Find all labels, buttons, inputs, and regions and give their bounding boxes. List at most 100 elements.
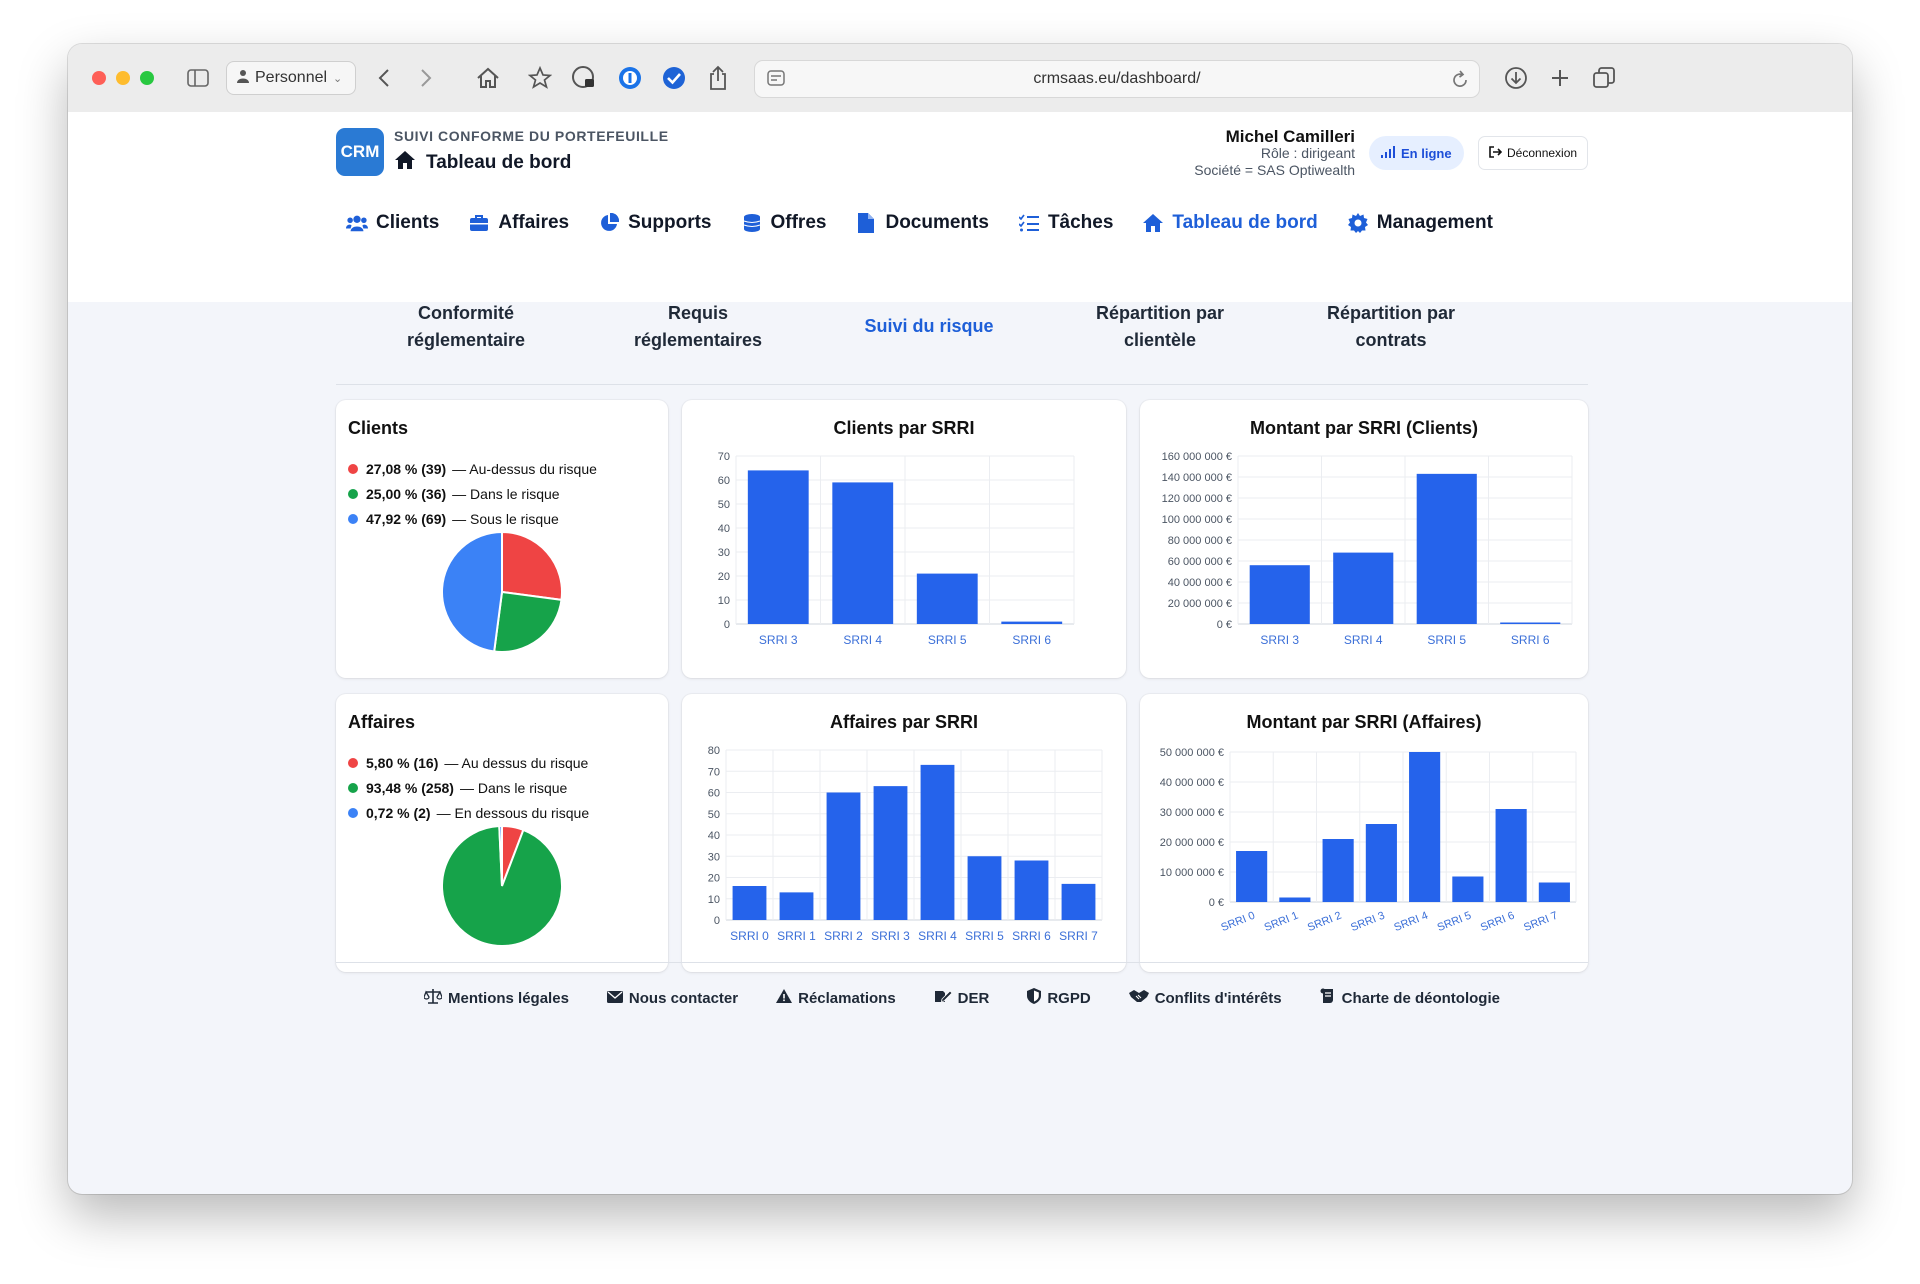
bar[interactable] xyxy=(916,573,978,624)
footer-link-charte-deontologie[interactable]: Charte de déontologie xyxy=(1320,988,1500,1008)
y-tick-label: 80 xyxy=(708,745,720,757)
x-tick-label: SRRI 0 xyxy=(1219,910,1256,934)
tab-repartition-clientele[interactable]: Répartition par clientèle xyxy=(1060,300,1260,354)
bar[interactable] xyxy=(826,792,861,921)
bar[interactable] xyxy=(1365,824,1397,902)
bookmark-star-icon[interactable] xyxy=(526,64,554,92)
legend-label: — Dans le risque xyxy=(452,485,560,502)
tab-overview-icon[interactable] xyxy=(1590,64,1618,92)
bar[interactable] xyxy=(1279,897,1311,903)
logout-button[interactable]: Déconnexion xyxy=(1478,136,1589,170)
profile-label: Personnel xyxy=(255,69,328,86)
footer-link-der[interactable]: DER xyxy=(934,988,989,1008)
list-check-icon xyxy=(1018,212,1040,234)
y-tick-label: 140 000 000 € xyxy=(1162,472,1232,484)
legend-percent: 25,00 % (36) xyxy=(366,485,447,502)
bar[interactable] xyxy=(779,892,814,920)
y-tick-label: 50 xyxy=(708,809,720,821)
nav-item-management[interactable]: Management xyxy=(1347,212,1493,234)
share-icon[interactable] xyxy=(704,64,732,92)
tab-requis-reglementaires[interactable]: Requis réglementaires xyxy=(598,300,798,354)
crm-logo[interactable]: CRM xyxy=(336,128,384,176)
footer-link-conflits-interets[interactable]: Conflits d'intérêts xyxy=(1128,988,1282,1008)
bar[interactable] xyxy=(1001,621,1063,624)
pie-slice[interactable] xyxy=(493,590,563,653)
bar[interactable] xyxy=(1249,565,1310,624)
onepassword-icon[interactable] xyxy=(616,64,644,92)
bar[interactable] xyxy=(1500,622,1561,625)
x-tick-label: SRRI 5 xyxy=(928,633,967,647)
footer-link-nous-contacter[interactable]: Nous contacter xyxy=(606,988,738,1008)
y-tick-label: 10 xyxy=(708,894,720,906)
checkmark-extension-icon[interactable] xyxy=(660,64,688,92)
pie-slice[interactable] xyxy=(501,530,563,601)
bar[interactable] xyxy=(1014,860,1049,921)
bar[interactable] xyxy=(1538,882,1570,903)
x-tick-label: SRRI 0 xyxy=(730,929,769,943)
downloads-icon[interactable] xyxy=(1502,64,1530,92)
page-settings-icon[interactable] xyxy=(767,70,785,91)
footer-link-label: Charte de déontologie xyxy=(1341,989,1500,1007)
bar[interactable] xyxy=(1452,876,1484,903)
tab-suivi-du-risque[interactable]: Suivi du risque xyxy=(829,313,1029,340)
footer-link-rgpd[interactable]: RGPD xyxy=(1027,988,1091,1008)
pie-slice[interactable] xyxy=(498,824,503,887)
bar[interactable] xyxy=(732,886,767,920)
pie-slice[interactable] xyxy=(441,530,503,653)
bar[interactable] xyxy=(873,786,908,920)
person-icon xyxy=(237,69,249,88)
bar[interactable] xyxy=(832,482,894,624)
footer-link-mentions-legales[interactable]: Mentions légales xyxy=(423,988,569,1008)
nav-item-taches[interactable]: Tâches xyxy=(1018,212,1113,234)
tab-label-line2: réglementaire xyxy=(406,330,526,350)
bar[interactable] xyxy=(1061,883,1096,920)
bar[interactable] xyxy=(1416,473,1477,624)
users-icon xyxy=(346,212,368,234)
y-tick-label: 100 000 000 € xyxy=(1162,514,1232,526)
clients-par-srri-card: Clients par SRRI 0 10 20 30 40 50 60 70 SRRI 3 SR… xyxy=(682,400,1126,678)
pie-chart-icon xyxy=(598,212,620,234)
bar[interactable] xyxy=(967,856,1002,920)
y-tick-label: 20 xyxy=(718,571,730,583)
bar[interactable] xyxy=(1236,851,1268,902)
reload-icon[interactable] xyxy=(1451,69,1469,94)
back-arrow-icon[interactable] xyxy=(370,64,398,92)
nav-item-supports[interactable]: Supports xyxy=(598,212,712,234)
legend-label: — Dans le risque xyxy=(459,779,568,796)
pie-slice[interactable] xyxy=(441,825,563,947)
footer-link-reclamations[interactable]: Réclamations xyxy=(776,988,896,1008)
zoom-window-button[interactable] xyxy=(140,71,154,85)
nav-item-documents[interactable]: Documents xyxy=(855,212,989,234)
bar[interactable] xyxy=(1495,809,1527,902)
bar[interactable] xyxy=(1409,752,1441,902)
tab-conformite-reglementaire[interactable]: Conformité réglementaire xyxy=(366,300,566,354)
y-tick-label: 0 € xyxy=(1209,897,1224,909)
chevron-down-icon: ⌄ xyxy=(333,72,343,85)
bar[interactable] xyxy=(747,470,809,624)
coins-icon xyxy=(741,212,763,234)
signature-icon xyxy=(934,989,953,1007)
password-lock-icon[interactable] xyxy=(570,64,598,92)
nav-item-affaires[interactable]: Affaires xyxy=(468,212,569,234)
address-bar[interactable]: crmsaas.eu/dashboard/ xyxy=(754,60,1480,98)
nav-item-offres[interactable]: Offres xyxy=(741,212,826,234)
bar[interactable] xyxy=(1322,839,1354,902)
bar[interactable] xyxy=(920,764,955,920)
nav-item-clients[interactable]: Clients xyxy=(346,212,439,234)
profile-selector[interactable]: Personnel ⌄ xyxy=(226,61,356,95)
clients-legend: 27,08 % (39) — Au-dessus du risque 25,00… xyxy=(348,456,597,531)
bar[interactable] xyxy=(1333,552,1394,624)
browser-toolbar: Personnel ⌄ crmsa xyxy=(68,44,1852,113)
nav-label: Supports xyxy=(628,212,712,233)
nav-item-tableau-de-bord[interactable]: Tableau de bord xyxy=(1142,212,1318,234)
new-tab-icon[interactable] xyxy=(1546,64,1574,92)
x-tick-label: SRRI 4 xyxy=(918,929,957,943)
x-tick-label: SRRI 5 xyxy=(1436,910,1473,934)
sidebar-toggle-icon[interactable] xyxy=(184,64,212,92)
tab-repartition-contrats[interactable]: Répartition par contrats xyxy=(1291,300,1491,354)
forward-arrow-icon[interactable] xyxy=(412,64,440,92)
close-window-button[interactable] xyxy=(92,71,106,85)
y-tick-label: 0 xyxy=(714,915,720,927)
minimize-window-button[interactable] xyxy=(116,71,130,85)
home-icon[interactable] xyxy=(474,64,502,92)
